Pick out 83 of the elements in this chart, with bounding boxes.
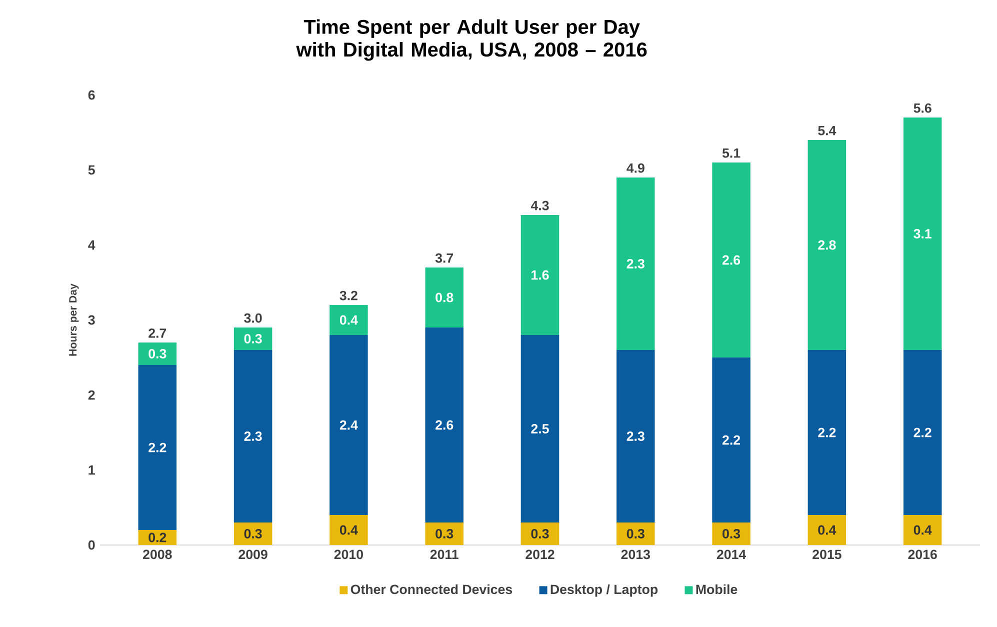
- data-label: 0.3: [626, 529, 644, 538]
- legend-label: Desktop / Laptop: [550, 584, 658, 597]
- x-tick-label: 2008: [143, 550, 172, 560]
- bar: [808, 514, 846, 545]
- data-label: 0.4: [914, 525, 932, 535]
- x-tick-label: 2015: [812, 550, 842, 560]
- data-label: 0.3: [244, 334, 262, 344]
- total-label: 3.2: [340, 290, 358, 300]
- bar: [616, 350, 655, 522]
- y-tick-label: 4: [88, 240, 96, 250]
- legend-label: Other Connected Devices: [350, 584, 512, 594]
- y-tick-label: 6: [88, 90, 95, 100]
- total-label: 4.9: [626, 163, 644, 173]
- total-label: 2.7: [148, 328, 166, 338]
- bar: [808, 140, 846, 350]
- data-label: 2.2: [914, 428, 932, 438]
- data-label: 0.3: [148, 349, 166, 358]
- y-tick-label: 5: [88, 165, 95, 175]
- bar: [520, 214, 560, 335]
- data-label: 2.5: [531, 424, 549, 434]
- data-label: 2.3: [244, 432, 262, 441]
- data-label: 0.8: [436, 292, 454, 302]
- bar: [903, 514, 942, 545]
- bar: [616, 177, 655, 350]
- total-label: 5.6: [914, 103, 932, 113]
- bar: [712, 162, 750, 358]
- bar: [520, 522, 560, 545]
- x-tick-label: 2012: [526, 550, 554, 560]
- bar: [425, 327, 464, 522]
- bar: [234, 350, 272, 522]
- bar: [712, 522, 750, 545]
- data-label: 0.3: [436, 529, 454, 538]
- total-label: 3.7: [435, 253, 454, 263]
- total-label: 4.3: [530, 200, 549, 210]
- data-label: 2.8: [818, 240, 836, 250]
- data-label: 0.3: [531, 529, 549, 538]
- data-label: 1.6: [532, 270, 549, 280]
- x-tick-label: 2011: [430, 550, 458, 560]
- bar: [425, 267, 464, 328]
- bar: [808, 350, 846, 515]
- y-tick-label: 0: [88, 540, 95, 550]
- data-label: 2.2: [818, 428, 836, 438]
- data-label: 0.2: [148, 532, 166, 542]
- total-label: 3.0: [244, 313, 262, 323]
- data-label: 0.4: [340, 525, 358, 535]
- legend-label: Mobile: [696, 584, 738, 594]
- total-label: 5.4: [818, 126, 836, 136]
- data-label: 3.1: [914, 229, 932, 238]
- data-label: 2.3: [626, 259, 644, 268]
- bar: [138, 342, 177, 365]
- bar: [520, 334, 560, 522]
- data-label: 2.4: [340, 420, 358, 430]
- data-label: 0.4: [340, 315, 358, 325]
- y-tick-label: 1: [88, 465, 95, 475]
- bar: [234, 327, 272, 350]
- y-tick-label: 3: [88, 315, 95, 325]
- bar: [425, 522, 464, 545]
- x-tick-label: 2014: [716, 550, 746, 560]
- data-label: 0.3: [722, 529, 740, 538]
- data-label: 2.6: [722, 255, 740, 265]
- x-tick-label: 2016: [908, 550, 937, 560]
- x-tick-label: 2013: [621, 550, 650, 560]
- bar: [330, 304, 368, 335]
- data-label: 2.2: [148, 442, 166, 452]
- data-label: 2.6: [436, 420, 454, 430]
- chart-title: Time Spent per Adult User per Day with Digital Media, USA, 2008 – 2016: [296, 19, 647, 61]
- bar: [712, 357, 750, 522]
- bar: [138, 364, 177, 530]
- bar: [330, 334, 368, 515]
- x-tick-label: 2009: [238, 550, 268, 560]
- y-tick-label: 2: [88, 390, 95, 400]
- y-axis-title: Hours per Day: [69, 284, 79, 356]
- data-label: 0.4: [818, 525, 836, 535]
- bar: [330, 514, 368, 545]
- bar: [903, 350, 942, 515]
- data-label: 0.3: [244, 529, 262, 538]
- x-tick-label: 2010: [334, 550, 363, 560]
- data-label: 2.3: [626, 432, 644, 441]
- bar: [234, 522, 272, 545]
- bar: [616, 522, 655, 545]
- bar: [903, 117, 942, 350]
- data-label: 2.2: [722, 435, 740, 445]
- total-label: 5.1: [722, 148, 740, 158]
